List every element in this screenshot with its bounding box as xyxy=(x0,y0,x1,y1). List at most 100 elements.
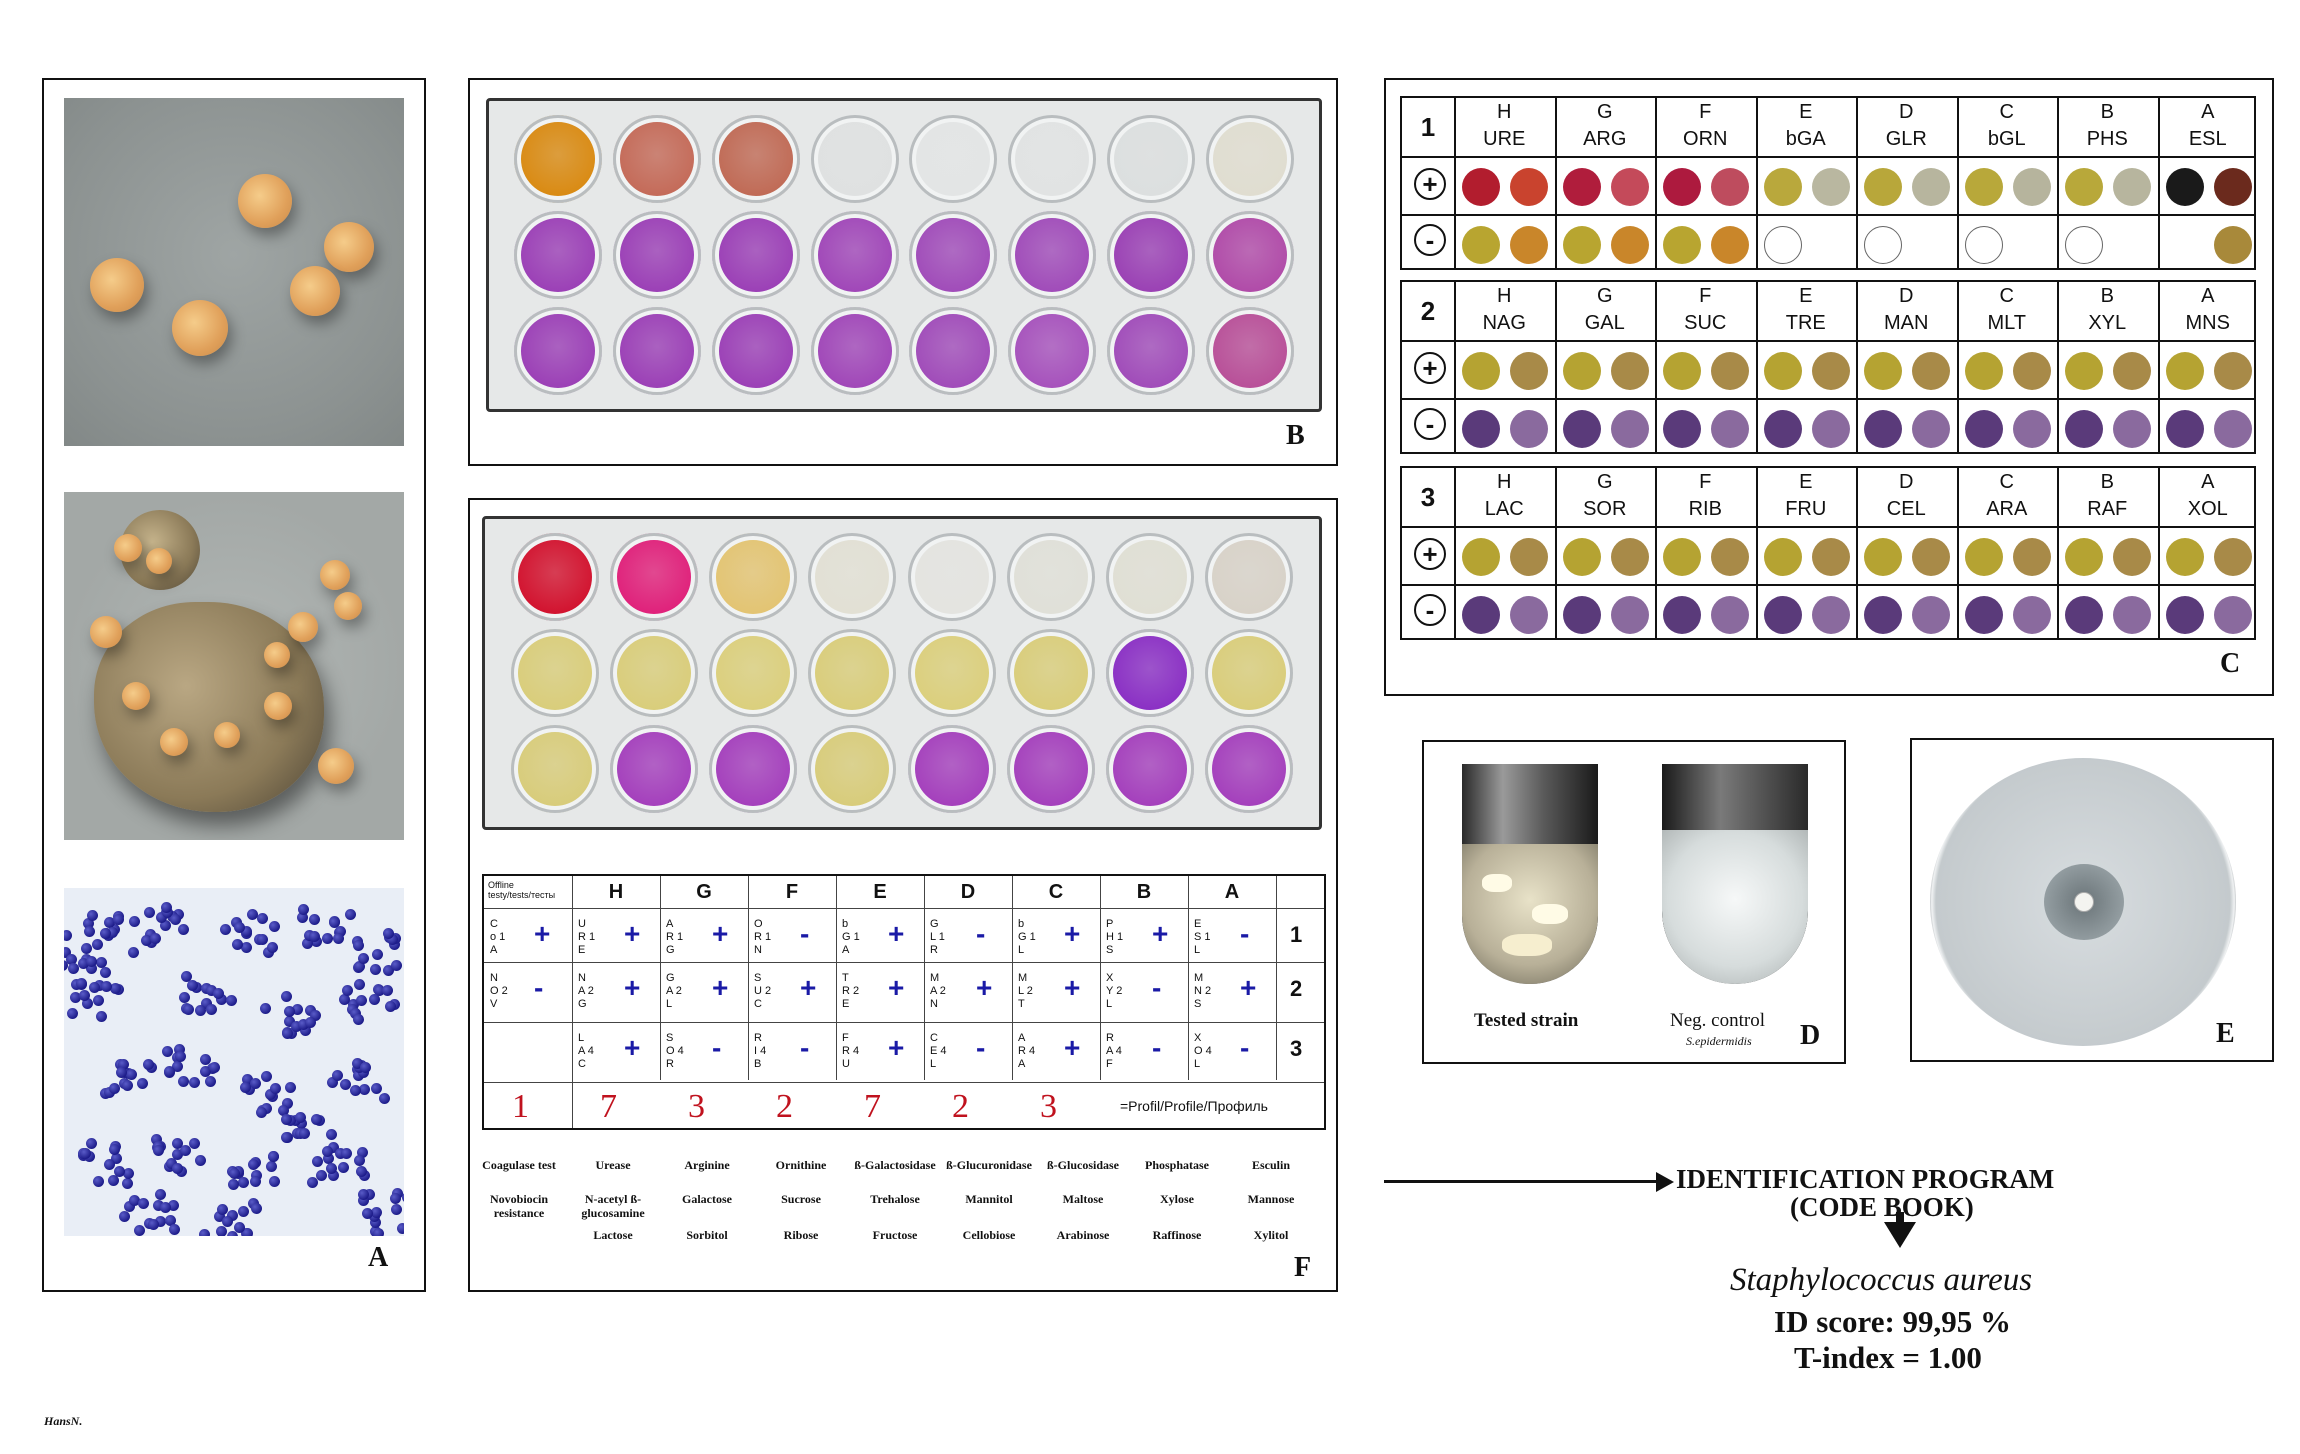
plate-well xyxy=(1205,211,1294,299)
coccus xyxy=(103,917,115,929)
result-dot xyxy=(2213,538,2252,576)
colony xyxy=(318,748,354,784)
coccus xyxy=(373,984,385,996)
test-code-vertical: b G 1 A xyxy=(842,918,860,956)
plate-well xyxy=(510,725,599,813)
test-name: Novobiocin resistance xyxy=(489,1192,548,1220)
coccus xyxy=(284,1081,296,1093)
coccus xyxy=(187,980,199,992)
colony xyxy=(160,728,188,756)
result-dot xyxy=(1811,168,1850,206)
table-col-line xyxy=(1276,876,1277,1080)
test-code: SOR xyxy=(1583,497,1627,520)
test-result: + xyxy=(534,918,551,949)
test-code-vertical: L A 4 C xyxy=(578,1032,594,1070)
coccus xyxy=(296,1118,308,1130)
plate-well xyxy=(1008,307,1097,395)
test-code-vertical: U R 1 E xyxy=(578,918,596,956)
test-letter: E xyxy=(1799,284,1813,307)
coccus xyxy=(327,1077,338,1089)
coccus xyxy=(246,908,258,920)
test-name: ß-Glucosidase xyxy=(1046,1158,1119,1172)
code-table-f: Offline testy/tests/тесты H G F E D C B A C o 1 A… xyxy=(482,874,1326,1130)
coccus xyxy=(227,1230,239,1236)
test-code: bGA xyxy=(1785,127,1826,150)
coccus xyxy=(199,1229,211,1236)
coccus xyxy=(354,978,365,990)
coccus xyxy=(142,1059,154,1071)
plate-well xyxy=(808,533,897,621)
plate-well xyxy=(909,307,998,395)
coccus xyxy=(83,917,95,929)
coccus xyxy=(234,1221,246,1233)
coccus xyxy=(241,925,253,937)
test-code-vertical: O R 1 N xyxy=(754,918,772,956)
coccus xyxy=(345,908,357,920)
coccus xyxy=(299,1024,311,1036)
table-col-line xyxy=(836,876,837,1080)
test-code-vertical: R A 4 F xyxy=(1106,1032,1122,1070)
result-dot xyxy=(1610,538,1649,576)
colony xyxy=(146,548,172,574)
plate-well xyxy=(1205,725,1294,813)
coccus xyxy=(301,937,313,949)
colony xyxy=(172,300,228,356)
result-dot xyxy=(1711,410,1749,448)
test-result: - xyxy=(976,1032,986,1063)
result-dot xyxy=(2065,168,2103,206)
coccus xyxy=(266,1160,278,1172)
coccus xyxy=(338,993,350,1005)
coccus xyxy=(303,929,315,941)
result-dot xyxy=(1912,168,1950,206)
test-letter: A xyxy=(2201,284,2215,307)
coccus xyxy=(360,1061,372,1073)
coccus xyxy=(141,935,153,947)
test-result: - xyxy=(534,972,544,1003)
table-letter: D xyxy=(960,880,976,903)
test-result: + xyxy=(712,918,729,949)
coccus xyxy=(260,1071,272,1083)
plate-well xyxy=(514,211,603,299)
test-name: Mannose xyxy=(1247,1192,1295,1206)
coccus xyxy=(168,1200,180,1212)
panel-a-frame: A xyxy=(42,78,426,1292)
test-name: Ornithine xyxy=(775,1158,827,1172)
result-dot xyxy=(1964,596,2003,634)
result-dot xyxy=(1964,168,2003,206)
coccus xyxy=(378,1092,390,1104)
coccus xyxy=(332,932,344,944)
coccus xyxy=(358,1084,370,1096)
coccus xyxy=(353,1154,365,1166)
row-divider xyxy=(1402,584,2254,640)
plate-well xyxy=(711,115,800,203)
result-dot xyxy=(1462,410,1500,448)
result-dot xyxy=(1510,410,1548,448)
plate-well xyxy=(609,533,698,621)
table-col-line xyxy=(748,876,749,1080)
coccus xyxy=(66,954,78,966)
result-dot xyxy=(2012,538,2051,576)
coccus xyxy=(201,997,213,1009)
coccus xyxy=(335,1147,347,1159)
profile-digit: 3 xyxy=(1040,1088,1057,1125)
coccus xyxy=(304,1016,316,1028)
coccus xyxy=(250,1202,262,1214)
plate-well xyxy=(907,725,996,813)
test-name: Arginine xyxy=(684,1158,730,1172)
result-dot xyxy=(1711,596,1749,634)
result-dot xyxy=(1610,226,1649,264)
coccus xyxy=(353,940,365,952)
plate-well xyxy=(1106,725,1195,813)
coccus xyxy=(389,1192,401,1204)
test-name: N-acetyl ß-glucosamine xyxy=(581,1192,645,1220)
coccus xyxy=(125,1069,137,1081)
profile-digit: 2 xyxy=(952,1088,969,1125)
coccus xyxy=(369,993,381,1005)
table-letter: C xyxy=(1048,880,1064,903)
coccus xyxy=(370,1082,382,1094)
col-divider xyxy=(2157,468,2160,638)
result-dot xyxy=(1610,596,1649,634)
plate-well xyxy=(1205,629,1294,717)
test-letter: F xyxy=(1699,470,1712,493)
coccus xyxy=(372,1227,384,1236)
